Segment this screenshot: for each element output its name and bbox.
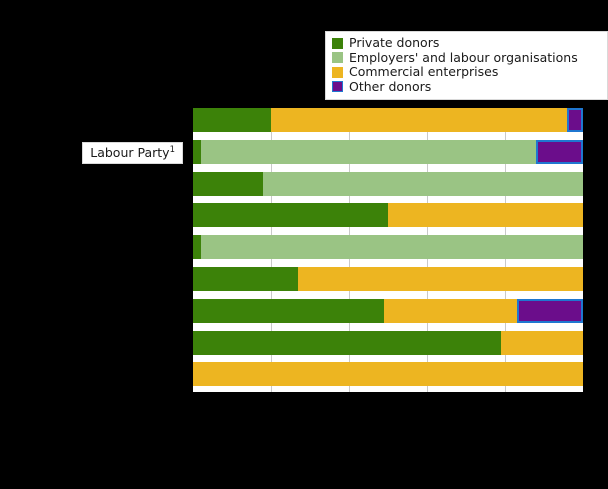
- bar-segment[interactable]: [263, 171, 583, 196]
- bar-segment[interactable]: [193, 330, 502, 355]
- bar-row[interactable]: [193, 362, 583, 387]
- bar-row[interactable]: [193, 267, 583, 291]
- bar-row[interactable]: [193, 298, 583, 323]
- category-axis-label-text: Labour Party: [90, 144, 170, 160]
- bar-segment[interactable]: [298, 267, 583, 291]
- legend: Private donors Employers' and labour orga…: [325, 31, 608, 100]
- bar-segment[interactable]: [388, 203, 583, 228]
- bar-segment[interactable]: [193, 171, 264, 196]
- category-axis-label-footnote: 1: [169, 144, 175, 155]
- legend-item-label: Other donors: [349, 78, 432, 94]
- bar-row[interactable]: [193, 203, 583, 228]
- legend-swatch-icon: [332, 37, 343, 49]
- bar-segment[interactable]: [193, 235, 201, 260]
- bar-row[interactable]: [193, 139, 583, 164]
- bar-segment[interactable]: [193, 362, 583, 387]
- legend-item[interactable]: Commercial enterprises: [332, 64, 601, 80]
- bar-segment[interactable]: [200, 235, 583, 260]
- bar-row[interactable]: [193, 330, 583, 355]
- bar-row[interactable]: [193, 171, 583, 196]
- category-axis-label: Labour Party1: [82, 141, 183, 164]
- legend-swatch-icon: [332, 52, 343, 64]
- legend-item-label: Commercial enterprises: [349, 64, 499, 79]
- bar-segment[interactable]: [384, 298, 517, 323]
- legend-swatch-icon: [332, 66, 343, 78]
- bar-segment[interactable]: [501, 330, 583, 355]
- bar-segment[interactable]: [193, 298, 385, 323]
- legend-item[interactable]: Employers' and labour organisations: [332, 49, 601, 66]
- bar-segment[interactable]: [200, 139, 537, 164]
- bar-segment[interactable]: [271, 108, 568, 132]
- bar-segment[interactable]: [193, 267, 299, 291]
- legend-item[interactable]: Other donors: [332, 78, 601, 95]
- bar-segment[interactable]: [193, 108, 271, 132]
- bar-row[interactable]: [193, 108, 583, 132]
- bar-segment[interactable]: [193, 203, 388, 228]
- bar-row[interactable]: [193, 235, 583, 260]
- legend-swatch-icon: [332, 81, 343, 93]
- bar-segment[interactable]: [536, 139, 583, 164]
- bar-segment[interactable]: [516, 298, 583, 323]
- legend-item[interactable]: Private donors: [332, 35, 601, 51]
- bar-segment[interactable]: [567, 108, 583, 132]
- legend-item-label: Private donors: [349, 35, 440, 50]
- legend-item-label: Employers' and labour organisations: [349, 49, 578, 65]
- bar-segment[interactable]: [193, 139, 201, 164]
- plot-area: [193, 108, 583, 392]
